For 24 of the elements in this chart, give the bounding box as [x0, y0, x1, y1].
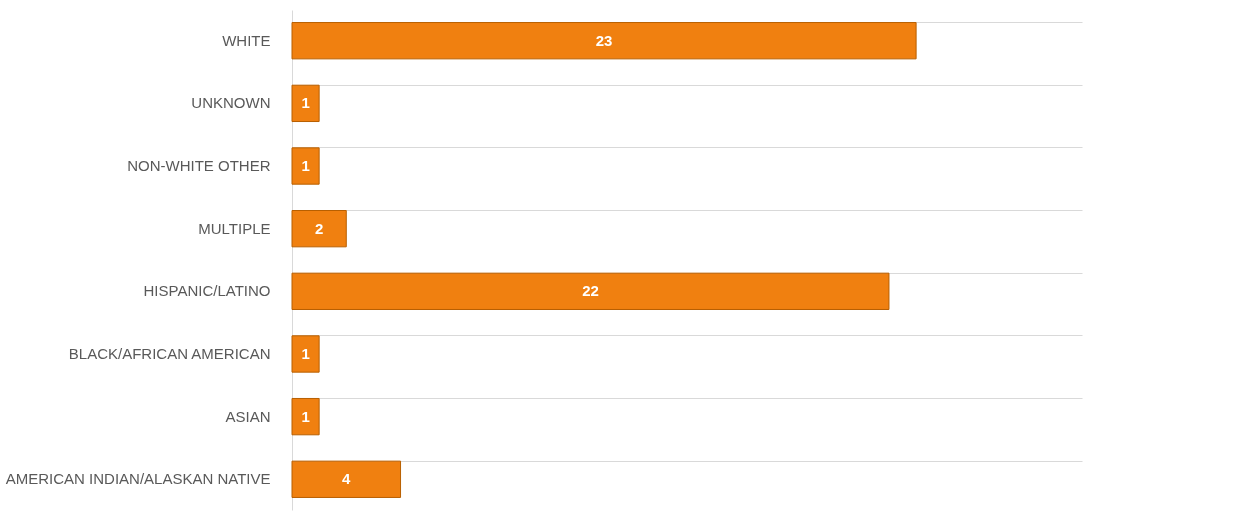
bar [291, 272, 890, 310]
y-tick-label: WHITE [222, 31, 271, 49]
y-tick-label: AMERICAN INDIAN/ALASKAN NATIVE [5, 470, 271, 488]
y-tick-label: MULTIPLE [198, 219, 271, 237]
y-tick-label: UNKNOWN [191, 94, 271, 112]
bar [291, 335, 320, 373]
y-tick-label: ASIAN [225, 407, 271, 425]
y-tick-label: HISPANIC/LATINO [143, 282, 271, 300]
bar [291, 210, 347, 248]
data-label: 22 [582, 282, 599, 300]
y-tick-label: BLACK/AFRICAN AMERICAN [68, 344, 271, 362]
bar [291, 22, 917, 60]
bar [291, 460, 402, 498]
data-label: 1 [301, 407, 310, 425]
data-label: 1 [301, 344, 310, 362]
data-label: 1 [301, 94, 310, 112]
data-label: 2 [314, 219, 324, 237]
bar [291, 147, 320, 185]
bar [291, 84, 320, 123]
data-label: 4 [342, 470, 352, 488]
data-label: 1 [301, 157, 310, 175]
y-tick-label: NON-WHITE OTHER [127, 157, 271, 175]
bar [291, 397, 320, 436]
data-label: 23 [595, 31, 613, 49]
